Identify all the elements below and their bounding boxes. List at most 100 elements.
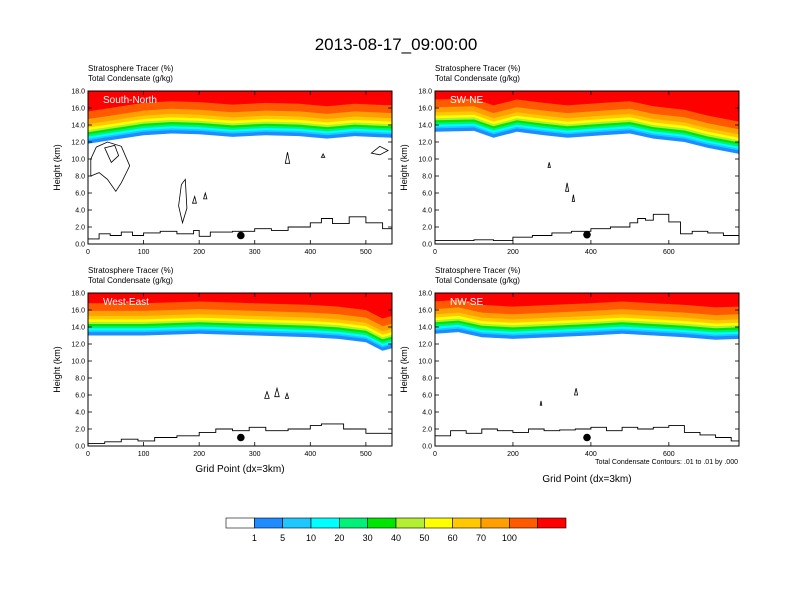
x-tick-label: 0 [433,451,437,458]
tracer-band [435,91,739,122]
x-tick-label: 200 [193,451,205,458]
y-tick-label: 12.0 [418,140,432,147]
colorbar-swatch [367,517,397,529]
y-tick-label: 16.0 [418,308,432,315]
figure-title: 2013-08-17_09:00:00 [315,35,478,54]
panel-subtitle: Total Condensate (g/kg) [88,276,173,285]
y-tick-label: 12.0 [71,140,85,147]
colorbar-label: 70 [476,533,486,543]
tracer-band [435,293,739,308]
y-tick-label: 8.0 [75,376,85,383]
panel-nw-se: Stratosphere Tracer (%)Total Condensate … [399,266,740,485]
colorbar-label: 40 [391,533,401,543]
y-tick-label: 8.0 [422,174,432,181]
condensate-contour [547,162,551,168]
colorbar-swatch [509,517,538,529]
location-marker [583,230,591,239]
location-marker [583,433,591,442]
y-tick-label: 0.0 [75,444,85,451]
y-tick-label: 12.0 [418,342,432,349]
panel-frame [434,292,740,447]
panel-label: SW-NE [450,95,483,106]
terrain-line [435,213,739,242]
colorbar-swatch [395,517,425,529]
panel-subtitle: Stratosphere Tracer (%) [88,64,174,73]
panel-subtitle: Total Condensate (g/kg) [435,74,520,83]
y-tick-label: 14.0 [71,123,85,130]
x-tick-label: 100 [138,451,150,458]
x-tick-label: 500 [360,451,372,458]
x-tick-label: 400 [304,451,316,458]
y-tick-label: 16.0 [71,106,85,113]
x-tick-label: 400 [585,249,597,256]
y-tick-label: 0.0 [422,242,432,249]
y-tick-label: 0.0 [75,242,85,249]
x-tick-label: 0 [86,451,90,458]
y-tick-label: 6.0 [75,191,85,198]
x-tick-label: 600 [663,451,675,458]
terrain-line [435,425,739,443]
panel-label: NW-SE [450,297,483,308]
colorbar-swatch [480,517,510,529]
colorbar-label: 100 [502,533,517,543]
panel-west-east: Stratosphere Tracer (%)Total Condensate … [52,266,393,475]
y-axis-label: Height (km) [52,346,62,393]
terrain-line [88,423,392,444]
condensate-contour [571,194,575,202]
condensate-contour [539,400,543,406]
y-tick-label: 18.0 [418,89,432,96]
condensate-contour [203,191,208,200]
x-tick-label: 0 [433,249,437,256]
condensate-contour [104,144,120,164]
x-tick-label: 400 [304,249,316,256]
colorbar-label: 10 [306,533,316,543]
condensate-contour [264,390,270,399]
y-tick-label: 2.0 [75,427,85,434]
x-tick-label: 200 [193,249,205,256]
y-tick-label: 10.0 [418,359,432,366]
colorbar-swatch [282,517,312,529]
colorbar: 1 5 10 20 30 40 50 60 70 100 [225,517,567,543]
panel-label: West-East [103,297,149,308]
panel-frame [87,292,393,447]
y-tick-label: 6.0 [422,191,432,198]
y-tick-label: 4.0 [75,410,85,417]
colorbar-label: 60 [448,533,458,543]
x-tick-label: 100 [138,249,150,256]
y-tick-label: 12.0 [71,342,85,349]
colorbar-label: 20 [334,533,344,543]
y-tick-label: 18.0 [71,291,85,298]
x-tick-label: 200 [507,451,519,458]
tracer-band [88,91,392,112]
panel-frame [87,90,393,245]
location-marker [237,231,245,240]
panel-sw-ne: Stratosphere Tracer (%)Total Condensate … [399,64,740,256]
y-tick-label: 2.0 [422,225,432,232]
y-tick-label: 2.0 [422,427,432,434]
panel-subtitle: Stratosphere Tracer (%) [435,64,521,73]
panel-label: South-North [103,95,157,106]
y-axis-label: Height (km) [399,346,409,393]
y-tick-label: 18.0 [418,291,432,298]
x-tick-label: 300 [249,249,261,256]
panel-frame [434,90,740,245]
y-tick-label: 4.0 [75,208,85,215]
y-tick-label: 6.0 [75,393,85,400]
colorbar-label: 1 [252,533,257,543]
y-tick-label: 8.0 [75,174,85,181]
x-tick-label: 0 [86,249,90,256]
x-tick-label: 600 [663,249,675,256]
y-tick-label: 18.0 [71,89,85,96]
panel-subtitle: Total Condensate (g/kg) [88,74,173,83]
y-tick-label: 10.0 [418,157,432,164]
panel-subtitle: Stratosphere Tracer (%) [88,266,174,275]
colorbar-label: 5 [280,533,285,543]
y-tick-label: 0.0 [422,444,432,451]
condensate-contour [370,145,389,156]
colorbar-label: 30 [363,533,373,543]
condensate-contour [178,178,188,225]
y-tick-label: 4.0 [422,410,432,417]
x-tick-label: 400 [585,451,597,458]
y-tick-label: 14.0 [418,325,432,332]
y-tick-label: 6.0 [422,393,432,400]
